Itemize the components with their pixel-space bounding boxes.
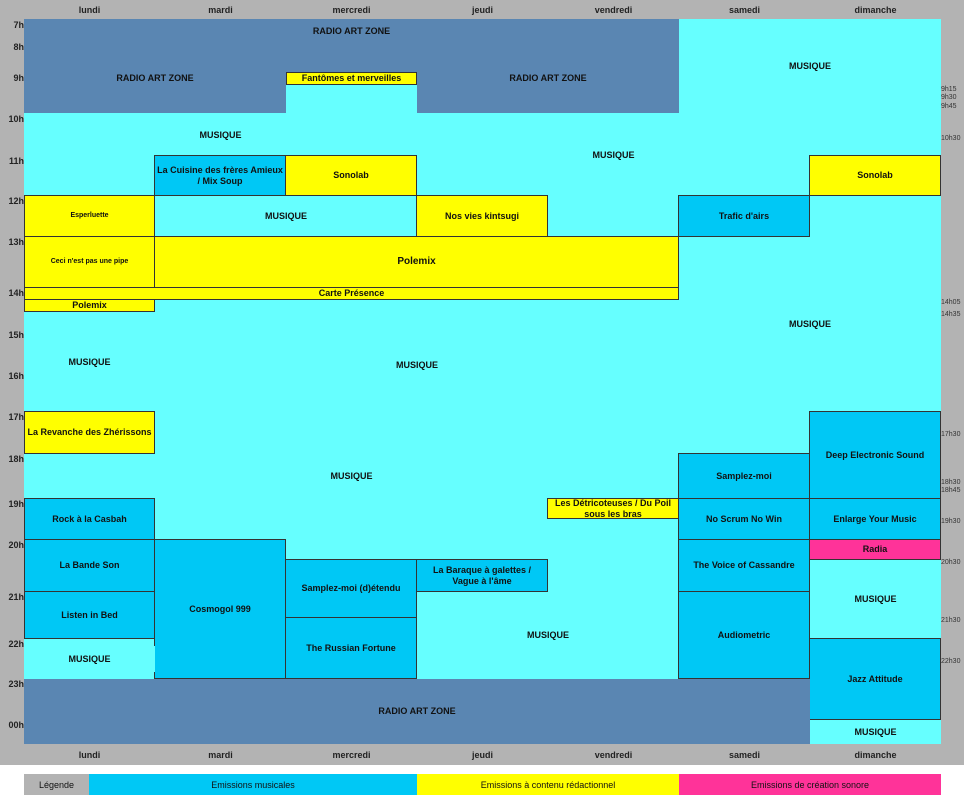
bottom-header (0, 744, 964, 765)
time-tick: 20h30 (941, 559, 961, 566)
program-cosmogol-999[interactable]: Cosmogol 999 (154, 539, 286, 679)
program-polemix[interactable]: Polemix (154, 236, 679, 288)
program-musique[interactable]: MUSIQUE (679, 19, 941, 114)
time-tick: 9h45 (941, 103, 957, 110)
time-tick: 9h30 (941, 94, 957, 101)
program-la-bande-son[interactable]: La Bande Son (24, 539, 155, 592)
day-label-bottom: vendredi (594, 750, 633, 760)
program-samplez-moi-detendu[interactable]: Samplez-moi (d)étendu (285, 559, 417, 618)
hour-label: 12h (8, 196, 24, 206)
program-samplez-moi[interactable]: Samplez-moi (678, 453, 810, 499)
hour-label: 14h (8, 288, 24, 298)
day-label-top: samedi (728, 5, 761, 15)
day-label-bottom: mercredi (332, 750, 371, 760)
program-esperluette[interactable]: Esperluette (24, 195, 155, 237)
hour-label: 19h (8, 499, 24, 509)
day-label-bottom: jeudi (471, 750, 493, 760)
program-musique[interactable]: MUSIQUE (679, 310, 941, 338)
day-label-bottom: lundi (78, 750, 101, 760)
program-listen-in-bed[interactable]: Listen in Bed (24, 591, 155, 639)
program-musique[interactable]: MUSIQUE (286, 462, 417, 490)
right-time-column (941, 19, 964, 744)
program-la-revanche-des-zherissons[interactable]: La Revanche des Zhérissons (24, 411, 155, 454)
program-ceci-nest-pas-une-pipe[interactable]: Ceci n'est pas une pipe (24, 236, 155, 288)
program-les-detricoteuses[interactable]: Les Détricoteuses / Du Poil sous les bra… (547, 498, 679, 519)
time-tick: 21h30 (941, 617, 961, 624)
time-tick: 9h15 (941, 86, 957, 93)
hour-label: 10h (8, 114, 24, 124)
left-hour-column (0, 19, 24, 744)
program-radio-art-zone[interactable]: RADIO ART ZONE (417, 43, 679, 113)
time-tick: 22h30 (941, 658, 961, 665)
time-tick: 10h30 (941, 135, 961, 142)
program-jazz-attitude[interactable]: Jazz Attitude (809, 638, 941, 720)
program-enlarge-your-music[interactable]: Enlarge Your Music (809, 498, 941, 540)
program-musique[interactable]: MUSIQUE (155, 196, 417, 236)
program-deep-electronic-sound[interactable]: Deep Electronic Sound (809, 411, 941, 499)
program-the-russian-fortune[interactable]: The Russian Fortune (285, 617, 417, 679)
day-label-top: vendredi (594, 5, 633, 15)
day-label-top: lundi (78, 5, 101, 15)
time-tick: 14h35 (941, 311, 961, 318)
time-tick: 14h05 (941, 299, 961, 306)
day-label-top: jeudi (471, 5, 493, 15)
legend-title: Légende (24, 774, 89, 795)
time-tick: 19h30 (941, 518, 961, 525)
day-label-top: dimanche (854, 5, 897, 15)
hour-label: 15h (8, 330, 24, 340)
day-label-top: mercredi (332, 5, 371, 15)
program-audiometric[interactable]: Audiometric (678, 591, 810, 679)
program-la-baraque-a-galettes[interactable]: La Baraque à galettes / Vague à l'âme (416, 559, 548, 592)
hour-label: 00h (8, 720, 24, 730)
time-tick: 18h30 (941, 479, 961, 486)
time-tick: 18h45 (941, 487, 961, 494)
program-polemix[interactable]: Polemix (24, 299, 155, 312)
hour-label: 18h (8, 454, 24, 464)
program-trafic-dairs[interactable]: Trafic d'airs (678, 195, 810, 237)
program-musique[interactable]: MUSIQUE (155, 122, 286, 148)
program-radia[interactable]: Radia (809, 539, 941, 560)
program-radio-art-zone[interactable]: RADIO ART ZONE (24, 43, 286, 113)
program-sonolab[interactable]: Sonolab (809, 155, 941, 196)
hour-label: 11h (8, 156, 24, 166)
hour-label: 9h (13, 73, 24, 83)
program-rock-a-la-casbah[interactable]: Rock à la Casbah (24, 498, 155, 540)
program-musique[interactable]: MUSIQUE (810, 720, 941, 744)
hour-label: 16h (8, 371, 24, 381)
program-musique[interactable]: MUSIQUE (417, 621, 679, 649)
program-sonolab[interactable]: Sonolab (285, 155, 417, 196)
program-musique[interactable]: MUSIQUE (24, 646, 155, 672)
hour-label: 17h (8, 412, 24, 422)
hour-label: 23h (8, 679, 24, 689)
program-no-scrum-no-win[interactable]: No Scrum No Win (678, 498, 810, 540)
legend-editorial: Emissions à contenu rédactionnel (417, 774, 679, 795)
program-musique[interactable]: MUSIQUE (24, 348, 155, 376)
program-fantomes-et-merveilles[interactable]: Fantômes et merveilles (286, 72, 417, 85)
hour-label: 21h (8, 592, 24, 602)
hour-label: 7h (13, 20, 24, 30)
time-tick: 17h30 (941, 431, 961, 438)
program-radio-art-zone[interactable]: RADIO ART ZONE (24, 679, 810, 744)
day-label-bottom: samedi (728, 750, 761, 760)
top-header (0, 0, 964, 19)
day-label-bottom: mardi (208, 750, 233, 760)
program-la-cuisine[interactable]: La Cuisine des frères Amieux / Mix Soup (154, 155, 286, 196)
hour-label: 13h (8, 237, 24, 247)
program-carte-presence[interactable]: Carte Présence (24, 287, 679, 300)
day-label-bottom: dimanche (854, 750, 897, 760)
program-the-voice-of-cassandre[interactable]: The Voice of Cassandre (678, 539, 810, 592)
legend-musical: Emissions musicales (89, 774, 417, 795)
program-radio-art-zone[interactable] (286, 43, 417, 73)
program-musique[interactable]: MUSIQUE (286, 351, 548, 379)
hour-label: 8h (13, 42, 24, 52)
legend-creation: Emissions de création sonore (679, 774, 941, 795)
hour-label: 22h (8, 639, 24, 649)
hour-label: 20h (8, 540, 24, 550)
program-radio-art-zone[interactable]: RADIO ART ZONE (24, 19, 679, 43)
program-musique[interactable]: MUSIQUE (548, 143, 679, 167)
day-label-top: mardi (208, 5, 233, 15)
program-nos-vies-kintsugi[interactable]: Nos vies kintsugi (416, 195, 548, 237)
program-musique[interactable]: MUSIQUE (810, 585, 941, 613)
